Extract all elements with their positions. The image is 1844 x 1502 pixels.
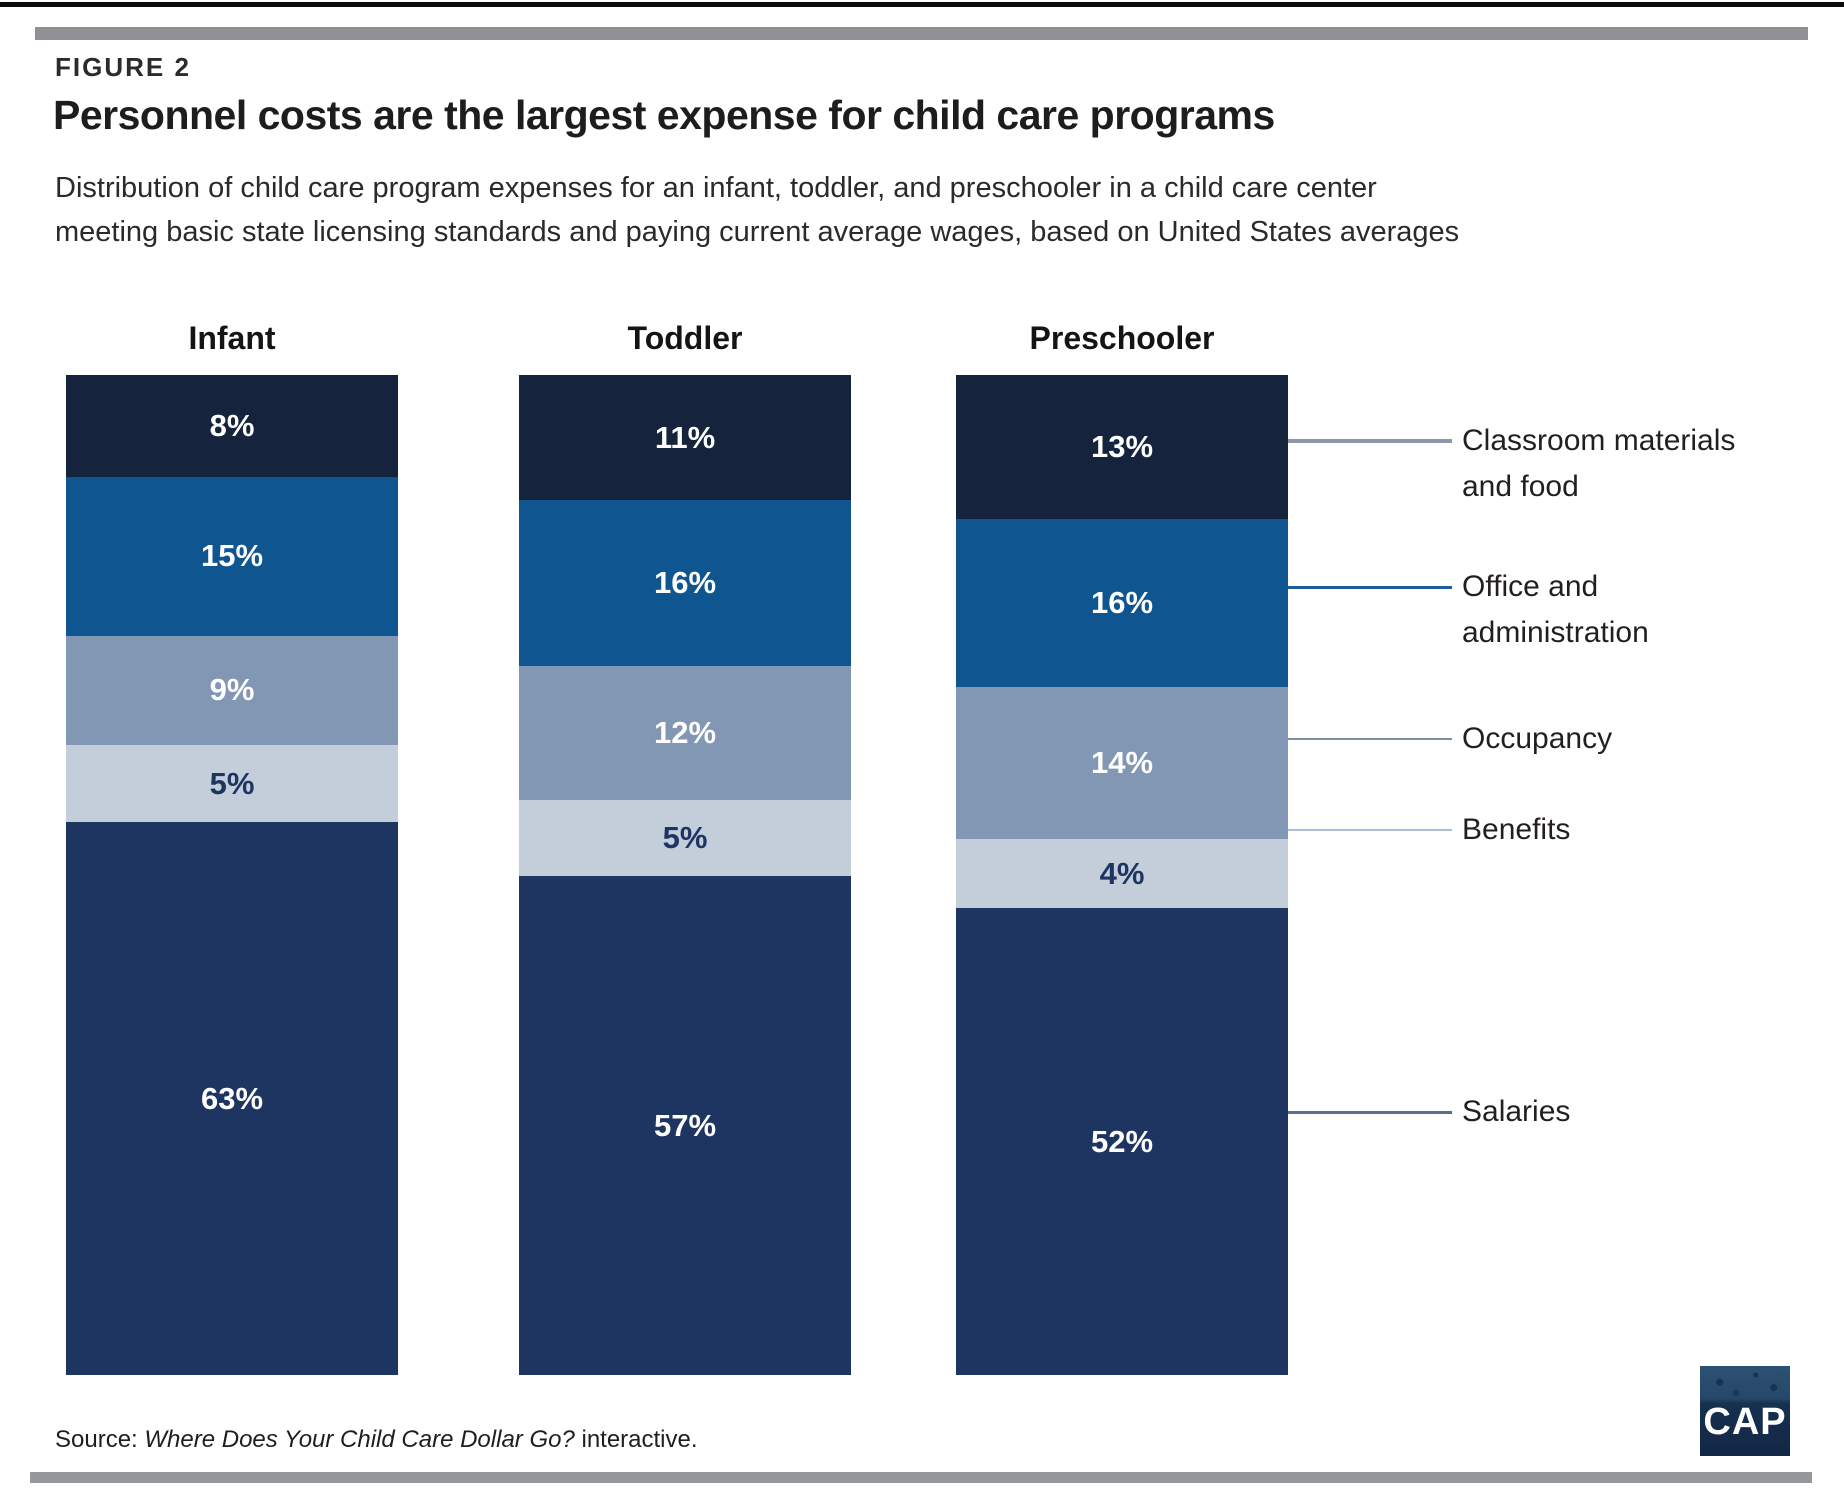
legend-label: Benefits [1462,812,1571,846]
bar-value-label: 15% [200,538,264,574]
legend-label: Salaries [1462,1095,1571,1129]
legend-label: Occupancy [1462,721,1613,755]
source-suffix: interactive. [574,1426,698,1453]
bar-value-label: 52% [1090,1123,1154,1159]
bar-segment-toddler-0: 11% [519,375,851,501]
bar-value-label: 11% [654,419,716,455]
legend-connector-line [1288,737,1452,740]
header-divider-rule [35,27,1808,40]
bar-value-label: 5% [209,765,255,801]
bar-segment-preschooler-4: 52% [956,908,1288,1375]
legend-connector-line [1288,585,1452,589]
source-prefix: Source: [55,1426,145,1453]
stacked-bar-preschooler: 13% 16% 14% 4% 52% [956,375,1288,1375]
figure-subtitle: Distribution of child care program expen… [55,172,1460,248]
bar-segment-infant-2: 9% [66,635,398,746]
legend-connector-line [1288,828,1452,831]
bar-value-label: 16% [1090,584,1154,620]
bar-value-label: 4% [1099,855,1145,891]
bar-segment-toddler-3: 5% [519,799,851,877]
top-border-line [0,2,1844,7]
column-header-preschooler: Preschooler [1029,320,1215,356]
figure-title: Personnel costs are the largest expense … [53,92,1275,138]
bar-segment-toddler-2: 12% [519,666,851,800]
bar-segment-infant-3: 5% [66,745,398,823]
bar-segment-toddler-4: 57% [519,876,851,1375]
bar-segment-preschooler-1: 16% [956,518,1288,688]
bar-value-label: 13% [1090,428,1154,464]
bar-segment-preschooler-0: 13% [956,375,1288,519]
bar-value-label: 57% [653,1107,717,1143]
cap-logo-text: CAP [1703,1400,1787,1443]
legend-connector-line [1288,1110,1452,1114]
legend-label: Office and administration [1462,570,1649,650]
bar-segment-infant-1: 15% [66,476,398,636]
column-header-infant: Infant [188,320,276,356]
legend-connector-line [1288,438,1452,443]
bar-value-label: 63% [200,1080,264,1116]
column-header-toddler: Toddler [627,320,743,356]
bar-segment-preschooler-2: 14% [956,687,1288,840]
bar-segment-infant-0: 8% [66,375,398,477]
bar-value-label: 16% [653,565,717,601]
bar-value-label: 12% [653,714,717,750]
footer-divider-rule [30,1472,1812,1483]
legend-label: Classroom materials and food [1462,423,1736,503]
bar-value-label: 5% [662,819,708,855]
source-line: Source: Where Does Your Child Care Dolla… [55,1426,698,1454]
bar-value-label: 8% [209,407,255,443]
stacked-bar-infant: 8% 15% 9% 5% 63% [66,375,398,1375]
bar-segment-infant-4: 63% [66,822,398,1375]
figure-number-label: FIGURE 2 [55,52,191,82]
source-title: Where Does Your Child Care Dollar Go? [144,1426,575,1453]
bar-value-label: 9% [209,672,255,708]
bar-value-label: 14% [1090,745,1154,781]
bar-segment-toddler-1: 16% [519,500,851,667]
bar-segment-preschooler-3: 4% [956,839,1288,909]
stacked-bar-toddler: 11% 16% 12% 5% 57% [519,375,851,1375]
cap-logo: CAP [1700,1366,1790,1456]
